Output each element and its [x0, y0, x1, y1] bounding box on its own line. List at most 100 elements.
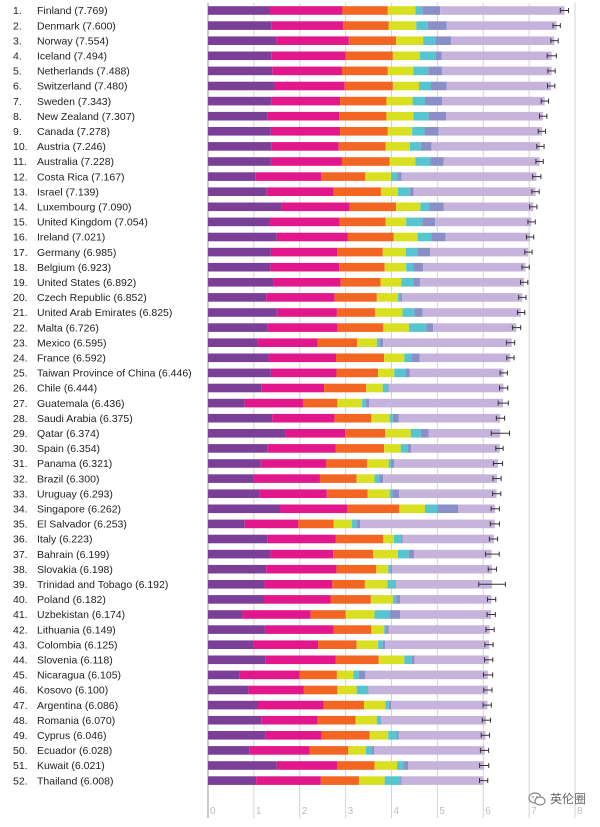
bar-segment [208, 96, 272, 106]
row-rank: 4. [13, 51, 22, 63]
bar-segment [363, 700, 386, 710]
bar-segment [392, 413, 399, 423]
bar-segment [443, 157, 540, 166]
bars [208, 6, 570, 785]
x-axis-ticks: 0 1 2 3 4 5 6 7 8 [210, 806, 583, 817]
bar-segment [208, 323, 268, 332]
bar-segment [416, 21, 428, 30]
bar-segment [417, 247, 431, 257]
bar-segment [394, 459, 498, 468]
bar-segment [334, 413, 372, 423]
row-country-label: Netherlands (7.488) [37, 66, 130, 78]
bar-segment [389, 413, 393, 423]
bar-segment [408, 323, 427, 332]
bar-segment [400, 595, 492, 604]
bar-segment [208, 715, 262, 725]
bar-segment [271, 21, 344, 30]
bar-segment [343, 21, 389, 30]
row-country-label: Sweden (7.343) [37, 96, 111, 108]
row-country-label: Qatar (6.374) [37, 428, 99, 440]
bar-segment [318, 640, 357, 649]
bar-segment [310, 610, 346, 619]
row-rank: 11. [13, 156, 27, 168]
row-country-label: Finland (7.769) [37, 5, 108, 17]
bar-segment [356, 519, 361, 529]
bar-segment [270, 247, 338, 257]
bar-segment [422, 308, 521, 317]
bar-segment [415, 157, 431, 166]
bar-segment [422, 6, 441, 15]
bar-segment [385, 429, 411, 438]
row-country-label: Bahrain (6.199) [37, 549, 109, 561]
bar-segment [387, 6, 416, 15]
bar-segment [208, 459, 261, 468]
row-rank: 18. [13, 262, 28, 274]
bar-segment [369, 731, 389, 740]
bar-segment [208, 564, 267, 574]
bar-segment [326, 459, 368, 468]
bar-segment [365, 746, 372, 755]
bar-segment [208, 519, 245, 529]
bar-segment [391, 564, 492, 574]
bar-segment [388, 21, 417, 30]
bar-segment [374, 761, 398, 770]
bar-segment [419, 353, 511, 363]
bar-segment [408, 761, 485, 770]
row-rank: 20. [13, 292, 28, 304]
row-country-label: Thailand (6.008) [37, 775, 113, 787]
bar-segment [383, 338, 512, 347]
bar-segment [340, 127, 388, 136]
bar-segment [386, 111, 414, 121]
row-country-label: Poland (6.182) [37, 594, 106, 606]
bar-segment [413, 111, 429, 121]
bar-segment [391, 700, 488, 710]
bar-segment [248, 685, 304, 695]
bar-segment [383, 534, 394, 544]
bar-segment [387, 580, 396, 589]
bar-segment [324, 383, 367, 393]
bar-segment [413, 262, 424, 272]
bar-segment [435, 217, 532, 227]
bar-segment [409, 368, 504, 378]
bar-segment [208, 746, 250, 755]
bar-segment [435, 36, 452, 45]
x-tick-label: 7 [531, 806, 537, 817]
bar-segment [384, 776, 401, 785]
bar-segment [260, 459, 327, 468]
bar-segment [265, 655, 336, 665]
bar-segment [276, 232, 348, 242]
bar-segment [430, 81, 447, 91]
bar-segment [208, 534, 268, 544]
row-country-label: Argentina (6.086) [37, 700, 118, 712]
bar-segment [389, 157, 416, 166]
row-country-label: Austria (7.246) [37, 141, 106, 153]
bar-segment [276, 761, 338, 770]
bar-segment [353, 670, 359, 680]
bar-segment [382, 247, 406, 257]
row-country-label: Australia (7.228) [37, 156, 114, 168]
bar-segment [271, 142, 339, 151]
bar-segment [374, 474, 380, 483]
bar-segment [303, 685, 338, 695]
row-rank: 41. [13, 609, 28, 621]
bar-segment [268, 353, 336, 363]
bar-segment [397, 293, 401, 302]
row-rank: 28. [13, 413, 28, 425]
bar-segment [336, 308, 375, 317]
bar-segment [208, 685, 249, 695]
bar-segment [208, 36, 277, 45]
bar-segment [368, 685, 488, 695]
bar-segment [355, 715, 377, 725]
bar-segment [271, 51, 346, 61]
bar-segment [266, 293, 335, 302]
bar-segment [420, 429, 429, 438]
watermark: 英伦圈 [528, 790, 586, 807]
bar-segment [373, 549, 398, 559]
bar-segment [399, 489, 497, 498]
bar-segment [426, 323, 434, 332]
bar-segment [264, 625, 334, 634]
row-rank: 43. [13, 639, 28, 651]
bar-segment [419, 81, 431, 91]
bar-segment [208, 625, 265, 634]
bar-segment [420, 202, 430, 212]
